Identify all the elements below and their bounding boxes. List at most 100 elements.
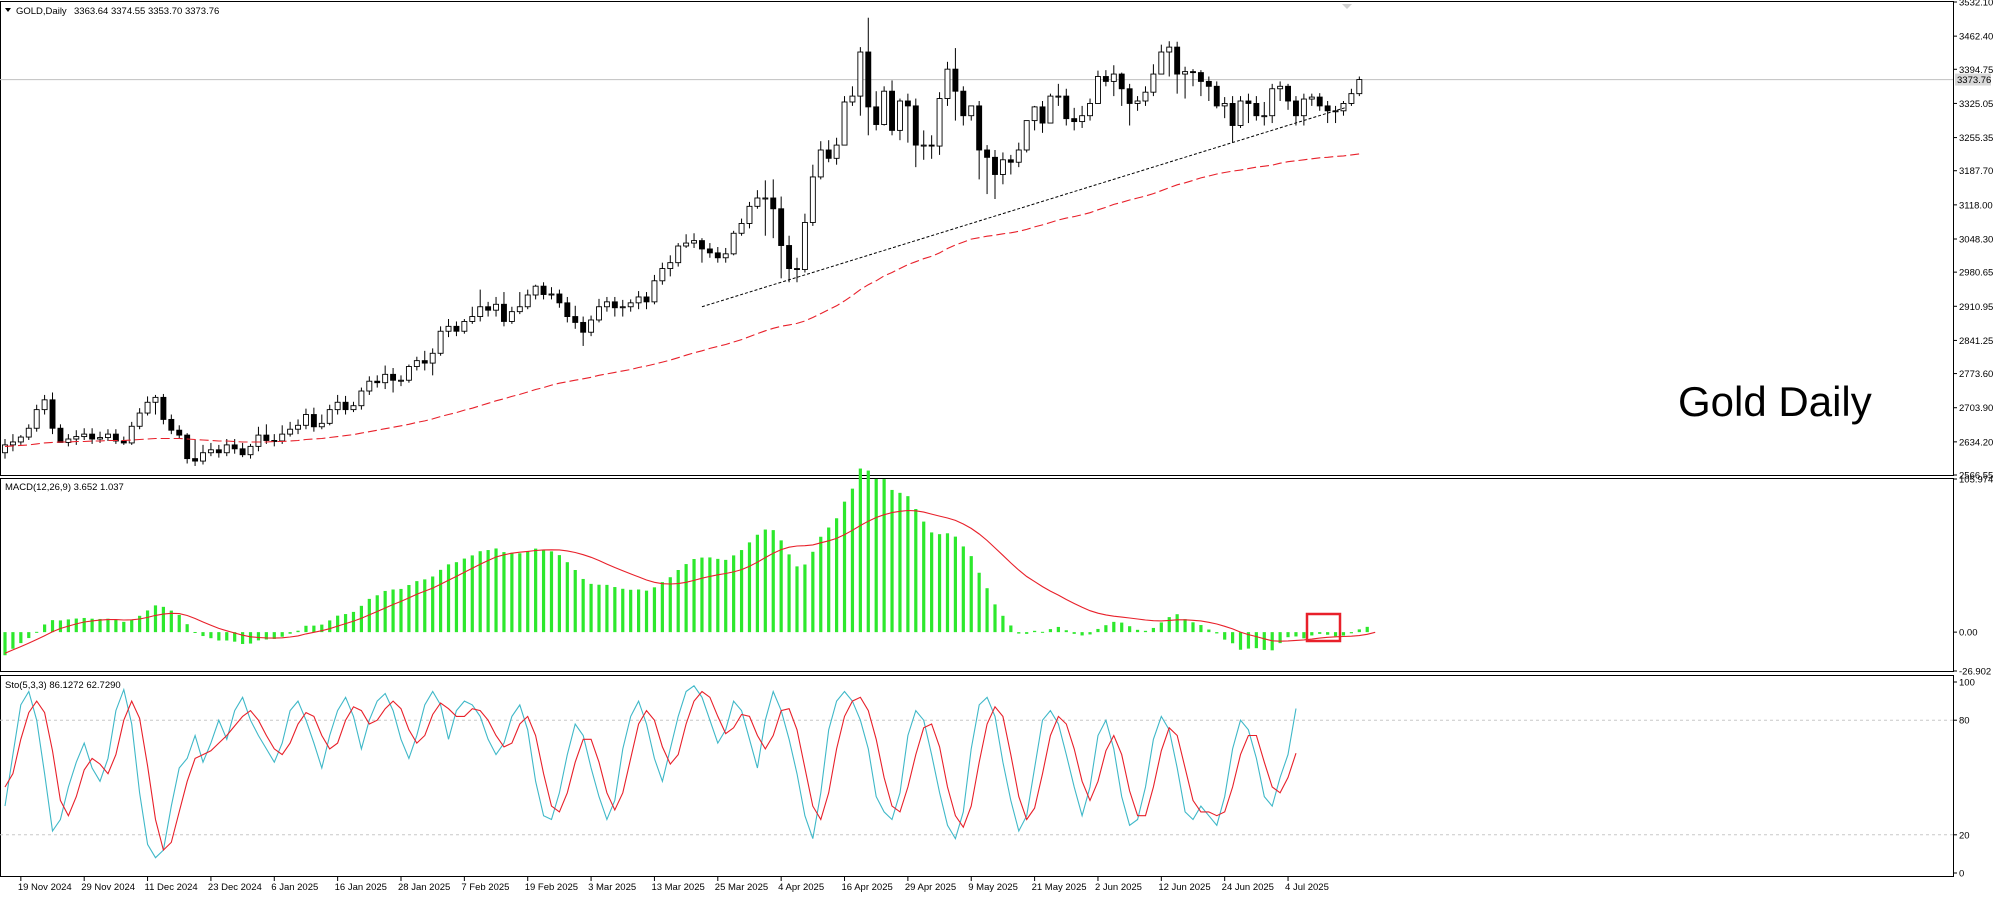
candle	[841, 96, 848, 146]
price-tick-label: 3325.05	[1959, 99, 1993, 110]
macd-bar	[866, 470, 870, 633]
candle-body	[928, 144, 935, 147]
date-tick-label: 11 Dec 2024	[145, 882, 198, 893]
candle-body	[421, 360, 428, 364]
candle	[999, 152, 1006, 185]
date-tick-label: 21 May 2025	[1032, 882, 1087, 893]
macd-bar	[1357, 629, 1361, 633]
candle	[825, 140, 832, 163]
macd-bar	[827, 527, 831, 633]
candle	[960, 86, 967, 126]
macd-bar	[755, 534, 759, 633]
candle-body	[453, 325, 460, 332]
date-tick-label: 4 Apr 2025	[778, 882, 824, 893]
macd-bar	[874, 478, 878, 633]
macd-bar	[795, 566, 799, 633]
candle	[786, 235, 793, 283]
candle	[1102, 70, 1109, 87]
macd-bar	[1286, 632, 1290, 638]
price-tick-label: 3532.10	[1959, 0, 1993, 9]
price-tick-label: 2703.90	[1959, 403, 1993, 414]
candle	[1134, 96, 1141, 111]
candle-body	[603, 301, 610, 308]
date-axis: 19 Nov 2024 29 Nov 2024 11 Dec 2024 23 Dec …	[18, 877, 1329, 893]
moving-average-path	[4, 153, 1360, 447]
macd-bar	[1238, 632, 1243, 650]
candle	[485, 301, 492, 317]
macd-bar	[945, 533, 950, 633]
macd-bar	[811, 551, 815, 633]
price-tick-label: 2634.20	[1959, 437, 1993, 448]
candle-body	[1340, 103, 1347, 112]
macd-bar	[803, 564, 807, 633]
candle-body	[477, 306, 484, 317]
candle-body	[976, 105, 983, 151]
macd-bar	[716, 558, 720, 633]
candle	[453, 321, 460, 337]
candle	[295, 419, 301, 435]
macd-bar	[248, 632, 253, 644]
candle-body	[904, 100, 911, 107]
candle	[184, 433, 191, 464]
candle-body	[200, 452, 206, 462]
candle-body	[1324, 105, 1331, 112]
candle	[1253, 96, 1260, 121]
candle-body	[1047, 95, 1054, 124]
candle-body	[1174, 46, 1181, 75]
candle-body	[318, 422, 325, 428]
macd-tick-label: -26.902	[1959, 667, 1991, 678]
macd-bar	[1278, 632, 1282, 644]
candle	[833, 137, 840, 165]
date-tick-label: 16 Apr 2025	[842, 882, 893, 893]
macd-bar	[351, 611, 356, 633]
price-axis: 3532.10 3462.40 3394.75 3325.05 3255.35 3187.…	[1953, 0, 1993, 482]
candle	[501, 292, 507, 327]
macd-panel-frame	[0, 478, 1954, 672]
price-tick-label: 2910.95	[1959, 302, 1993, 313]
candle-body	[1015, 149, 1022, 163]
candle	[746, 201, 753, 229]
stochastic-tick-label: 80	[1959, 716, 1970, 727]
candle-body	[461, 320, 468, 332]
candle	[1007, 154, 1014, 175]
macd-bar	[82, 617, 86, 633]
candle	[952, 48, 959, 121]
candle-body	[548, 293, 555, 296]
macd-bar	[367, 598, 371, 633]
stochastic-tick-label: 0	[1959, 869, 1964, 880]
symbol-dropdown-icon[interactable]	[5, 8, 11, 12]
date-tick-label: 9 May 2025	[968, 882, 1018, 893]
candle	[152, 394, 159, 415]
chart-shift-marker-icon[interactable]	[1342, 4, 1352, 9]
macd-bar	[1294, 632, 1298, 637]
macd-bar	[494, 548, 498, 633]
candle	[770, 179, 777, 239]
candle-body	[176, 429, 183, 436]
macd-tick-label: 0.00	[1959, 628, 1978, 639]
candle	[65, 434, 72, 447]
macd-bar	[486, 550, 490, 633]
macd-label: MACD(12,26,9) 3.652 1.037	[5, 482, 124, 493]
candle-body	[1031, 106, 1038, 122]
trendline	[701, 107, 1345, 308]
candle-body	[1126, 88, 1133, 104]
macd-bar	[835, 518, 839, 633]
candle	[1197, 70, 1204, 97]
candle	[754, 190, 761, 209]
macd-bar	[1017, 632, 1021, 634]
candle-body	[627, 302, 634, 308]
candle	[801, 213, 808, 273]
candle-body	[1221, 103, 1228, 107]
macd-bar	[1040, 631, 1045, 633]
macd-bar	[708, 557, 712, 633]
candle-body	[635, 296, 642, 304]
macd-bar	[700, 557, 704, 633]
macd-bar	[676, 569, 680, 633]
candle	[897, 98, 903, 141]
macd-bar	[1302, 632, 1306, 639]
macd-bar	[763, 529, 767, 633]
candle-body	[1055, 95, 1062, 98]
